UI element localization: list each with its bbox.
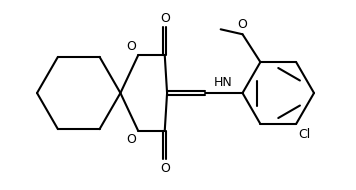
Text: HN: HN — [214, 76, 232, 89]
Text: O: O — [237, 18, 247, 31]
Text: O: O — [126, 40, 136, 53]
Text: O: O — [160, 12, 170, 25]
Text: O: O — [160, 162, 170, 174]
Text: O: O — [126, 133, 136, 146]
Text: Cl: Cl — [298, 128, 310, 141]
